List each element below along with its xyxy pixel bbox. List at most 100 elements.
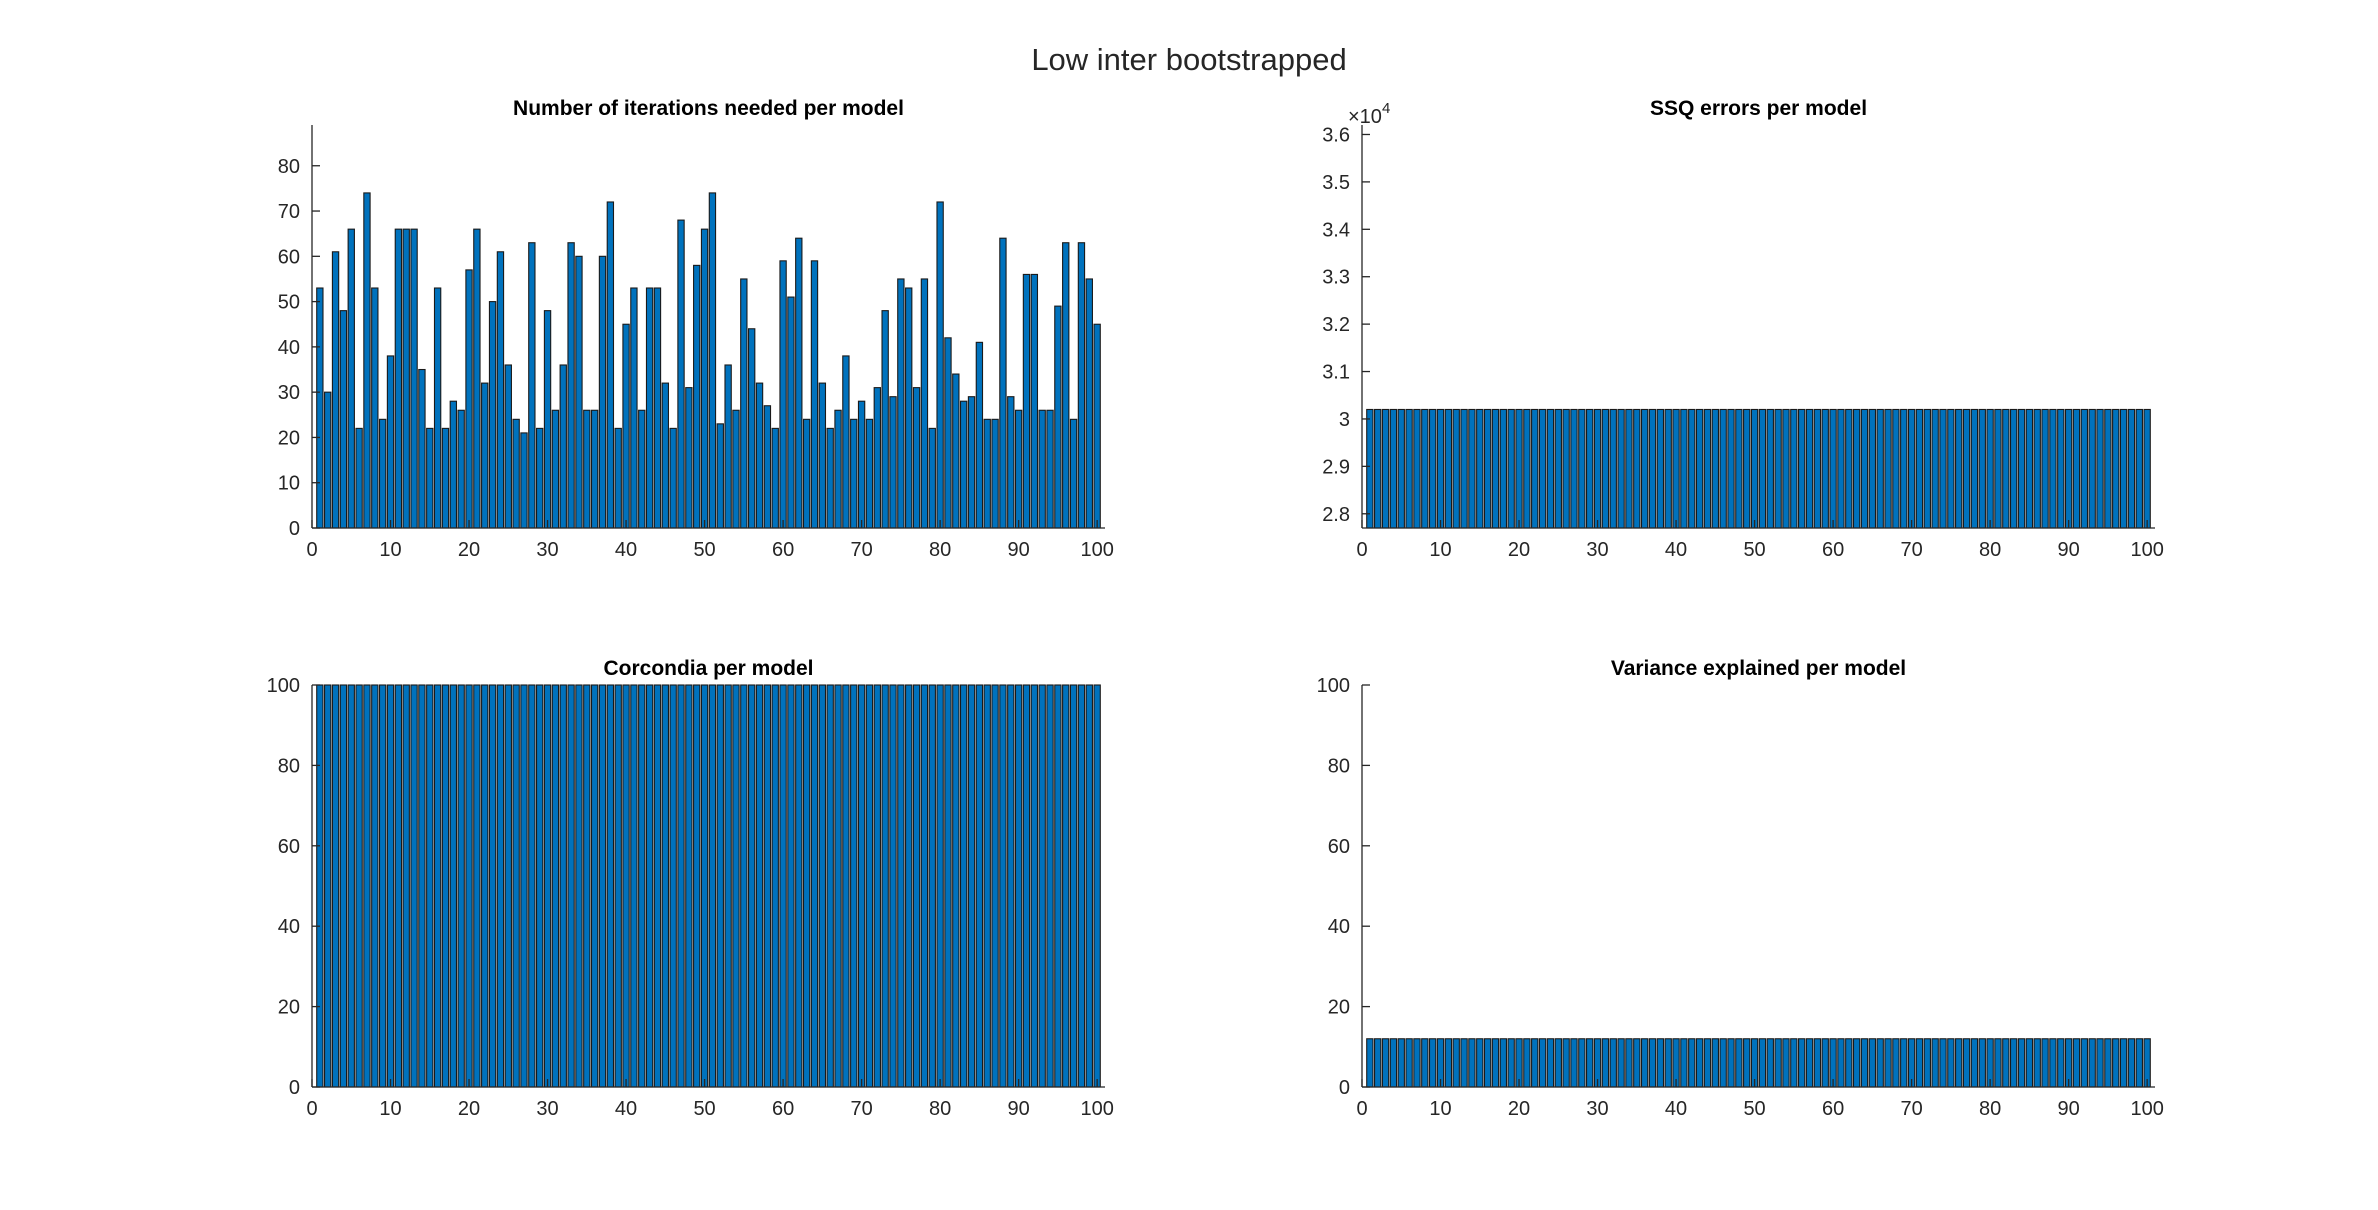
bar: [645, 684, 654, 1088]
bar: [543, 684, 552, 1088]
bar: [1829, 408, 1837, 529]
bar: [535, 427, 544, 529]
y-tick-label: 3.4: [1322, 219, 1350, 241]
bar: [355, 427, 363, 529]
bar: [1680, 408, 1688, 529]
bar: [1852, 408, 1861, 529]
subplot-title: Number of iterations needed per model: [513, 97, 904, 120]
bar: [1962, 408, 1971, 529]
bar: [2096, 1038, 2104, 1088]
bar: [590, 684, 599, 1088]
bar: [1790, 1038, 1798, 1088]
bar: [1578, 1038, 1586, 1088]
bar: [1656, 1038, 1665, 1088]
bar: [810, 260, 819, 529]
x-tick-label: 50: [693, 539, 715, 561]
bar: [920, 684, 929, 1088]
bar: [1562, 1038, 1570, 1088]
bar: [1586, 408, 1594, 529]
bar: [2009, 1038, 2018, 1088]
x-tick-label: 90: [1008, 1098, 1030, 1120]
bar: [1491, 1038, 1500, 1088]
bar: [1711, 408, 1720, 529]
y-tick-label: 2.8: [1322, 504, 1350, 526]
bar: [543, 310, 552, 529]
y-tick-label: 80: [278, 156, 300, 178]
bar: [818, 684, 827, 1088]
bar: [1947, 408, 1955, 529]
y-tick-label: 10: [278, 473, 300, 495]
bar: [2119, 1038, 2128, 1088]
bar: [1994, 1038, 2002, 1088]
bar: [795, 237, 803, 529]
bar: [1601, 408, 1610, 529]
bar: [1633, 408, 1641, 529]
bar: [967, 684, 976, 1088]
bar: [999, 684, 1007, 1088]
bar: [1939, 1038, 1947, 1088]
bar: [410, 684, 418, 1088]
bar: [457, 684, 465, 1088]
bar: [2049, 1038, 2057, 1088]
bar: [441, 684, 450, 1088]
bar: [1085, 684, 1093, 1088]
bar: [1695, 408, 1704, 529]
bar: [418, 368, 426, 529]
bar: [1538, 1038, 1547, 1088]
bar: [1821, 1038, 1829, 1088]
bar: [339, 310, 348, 529]
bar: [1062, 242, 1070, 529]
bar: [1774, 408, 1782, 529]
bar: [1962, 1038, 1971, 1088]
bar: [1531, 1038, 1539, 1088]
bar: [771, 684, 779, 1088]
bar: [1640, 1038, 1649, 1088]
bar: [363, 192, 371, 529]
bar: [1970, 408, 1979, 529]
bar: [426, 427, 434, 529]
bar: [1931, 408, 1939, 529]
bar: [1374, 408, 1382, 529]
bar: [402, 684, 410, 1088]
bar: [575, 684, 583, 1088]
bar: [826, 427, 834, 529]
bar: [936, 201, 944, 529]
bar: [1523, 1038, 1531, 1088]
y-tick-label: 100: [267, 675, 300, 697]
bar: [1695, 1038, 1704, 1088]
bar: [1970, 1038, 1979, 1088]
bar: [1845, 1038, 1853, 1088]
bar: [787, 684, 795, 1088]
bar: [488, 684, 497, 1088]
bar: [881, 684, 889, 1088]
bar: [873, 684, 881, 1088]
bar: [779, 260, 787, 529]
bar: [747, 684, 756, 1088]
bar: [1444, 408, 1453, 529]
bar: [1703, 408, 1712, 529]
bar: [630, 684, 638, 1088]
bar: [1499, 1038, 1508, 1088]
bar: [1093, 323, 1101, 529]
y-tick-label: 80: [1328, 755, 1350, 777]
bar: [1523, 408, 1531, 529]
y-tick-label: 3: [1339, 409, 1350, 431]
y-tick-label: 3.2: [1322, 314, 1350, 336]
bar: [481, 382, 489, 529]
bar: [1923, 1038, 1932, 1088]
bar: [551, 684, 560, 1088]
bar: [795, 684, 803, 1088]
x-tick-label: 20: [458, 1098, 480, 1120]
x-tick-label: 0: [306, 1098, 317, 1120]
bar: [1460, 408, 1468, 529]
bar: [865, 418, 874, 529]
bar: [645, 287, 654, 529]
x-tick-label: 0: [306, 539, 317, 561]
bar: [2112, 408, 2120, 529]
bar: [928, 684, 936, 1088]
bar: [1054, 684, 1062, 1088]
bar: [2041, 1038, 2049, 1088]
bar: [2072, 408, 2081, 529]
x-tick-label: 70: [850, 539, 872, 561]
bar: [418, 684, 426, 1088]
